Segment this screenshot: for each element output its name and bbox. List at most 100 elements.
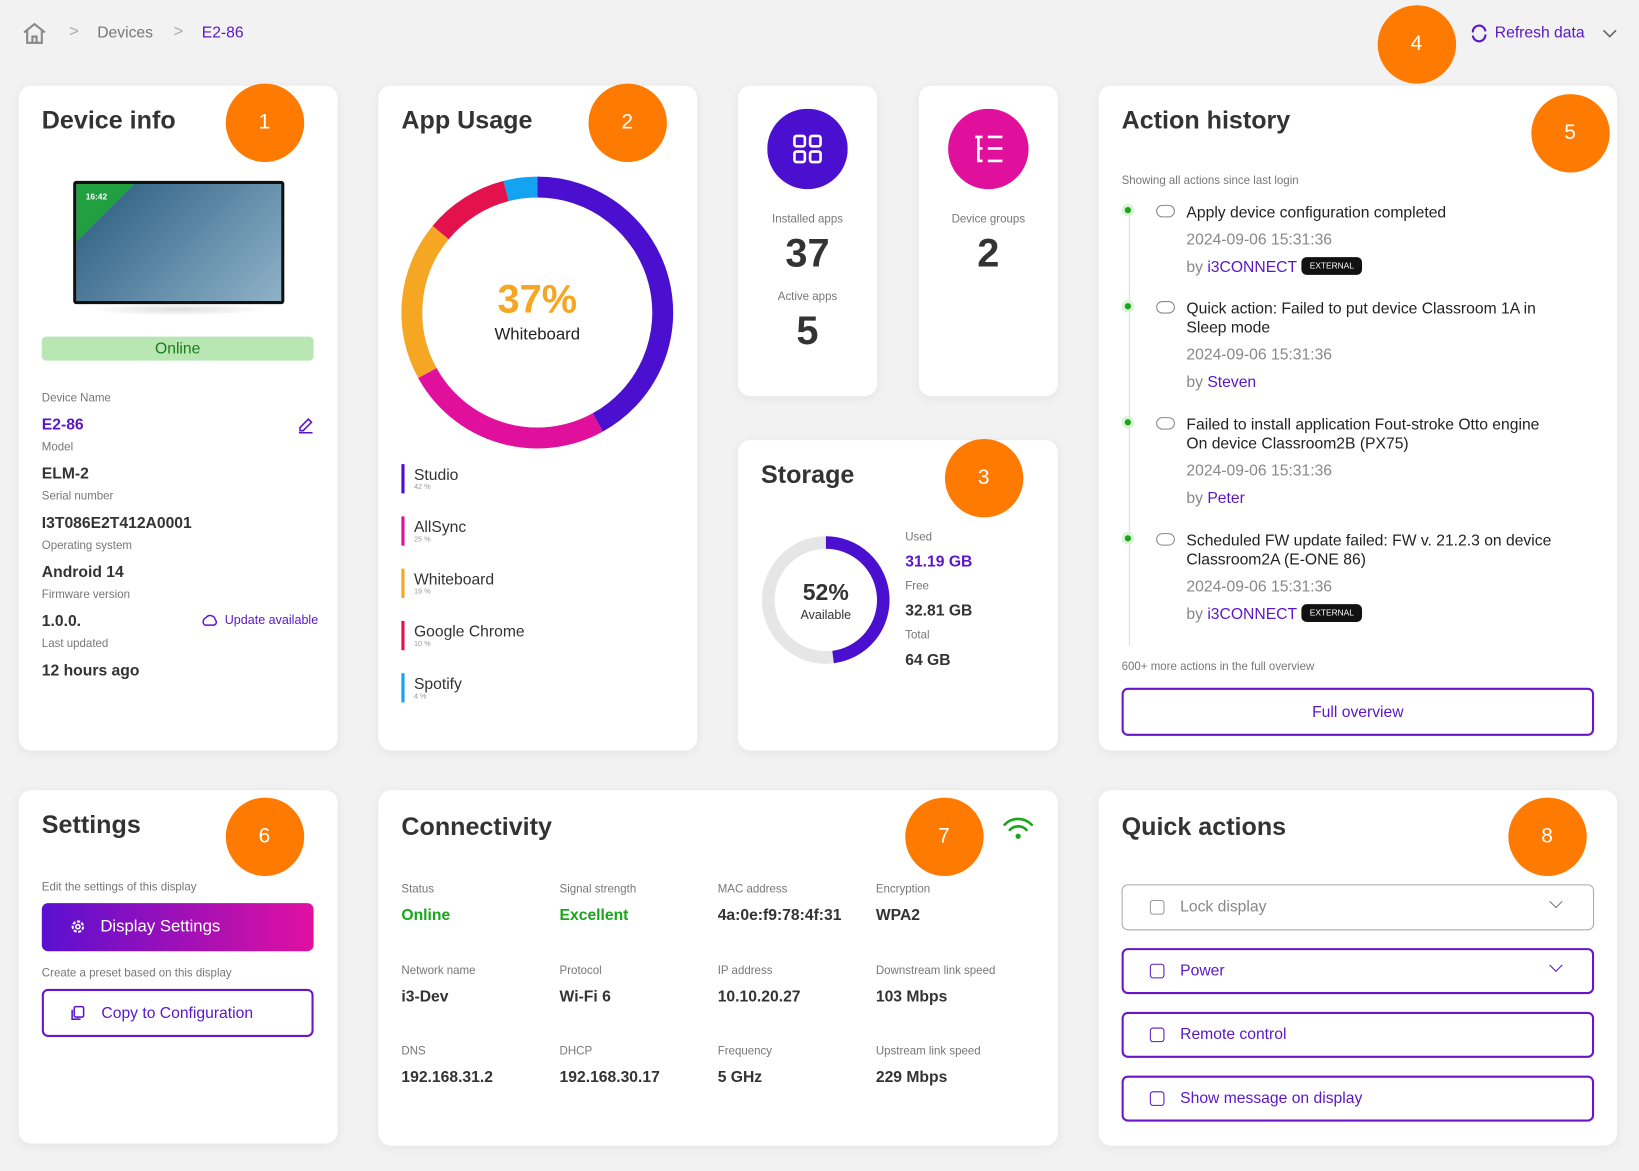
quick-action-label[interactable]: Remote control — [1180, 1025, 1287, 1044]
refresh-button[interactable]: Refresh data — [1494, 24, 1585, 42]
timeline — [1128, 209, 1130, 646]
card-title: Device info — [41, 106, 176, 135]
action-user[interactable]: i3CONNECT — [1207, 258, 1298, 276]
field-value: 12 hours ago — [41, 661, 140, 680]
dropdown-icon[interactable] — [1601, 27, 1618, 40]
status-dot — [1124, 419, 1132, 426]
storage-value: 64 GB — [905, 651, 951, 669]
legend-name: Spotify — [413, 675, 462, 694]
donut-segment — [418, 367, 603, 449]
action-user[interactable]: Peter — [1207, 489, 1245, 507]
storage-percent: 52% — [802, 579, 849, 606]
legend-value: 25 % — [413, 536, 431, 544]
action-user[interactable]: Steven — [1207, 373, 1257, 391]
counter-value: 5 — [796, 309, 819, 354]
card-title: Quick actions — [1121, 813, 1287, 842]
conn-value: i3-Dev — [401, 987, 449, 1006]
quick-action-label[interactable]: Power — [1180, 961, 1225, 980]
conn-value: 103 Mbps — [875, 987, 948, 1006]
device-thumbnail — [73, 180, 285, 305]
quick-action-button[interactable] — [1121, 884, 1595, 931]
chevron: > — [68, 22, 79, 41]
quick-action-label[interactable]: Lock display — [1180, 897, 1267, 916]
legend-swatch — [401, 516, 405, 546]
annotation-marker: 5 — [1530, 93, 1610, 172]
donut-segment — [503, 176, 538, 202]
quick-action-button[interactable] — [1121, 1075, 1595, 1122]
conn-label: Protocol — [559, 964, 602, 977]
action-icon — [1156, 533, 1175, 546]
legend-swatch — [401, 464, 405, 494]
annotation-marker: 8 — [1507, 797, 1587, 876]
quick-action-icon — [1149, 900, 1165, 915]
quick-action-icon — [1149, 1091, 1165, 1106]
screen-shadow — [87, 303, 268, 316]
conn-value: 192.168.30.17 — [559, 1068, 660, 1087]
edit-icon[interactable] — [297, 416, 315, 434]
update-link[interactable]: Update available — [224, 612, 319, 628]
conn-label: IP address — [717, 964, 773, 977]
hint: Create a preset based on this display — [41, 966, 232, 980]
storage-value: 31.19 GB — [905, 552, 973, 571]
status-dot — [1124, 206, 1132, 214]
field-label: Model — [41, 441, 74, 454]
annotation-marker: 7 — [904, 797, 984, 876]
quick-action-label[interactable]: Show message on display — [1180, 1089, 1363, 1107]
app-usage-donut — [401, 176, 674, 449]
legend-swatch — [401, 568, 405, 598]
conn-label: Frequency — [717, 1045, 773, 1058]
status-dot — [1124, 535, 1132, 542]
field-label: Serial number — [41, 490, 114, 503]
button-label[interactable]: Display Settings — [100, 917, 221, 936]
quick-action-icon — [1149, 1027, 1165, 1043]
field-value: E2-86 — [41, 416, 84, 434]
counter-value: 37 — [785, 232, 830, 276]
display-settings-button[interactable] — [41, 903, 314, 952]
donut-center-label: Whiteboard — [494, 326, 581, 344]
chevron: > — [173, 22, 184, 41]
field-label: Device Name — [41, 391, 111, 405]
annotation-marker: 4 — [1377, 4, 1456, 84]
conn-label: Signal strength — [559, 883, 637, 896]
card-title: Action history — [1121, 106, 1291, 135]
storage-ring — [762, 536, 890, 664]
legend-name: Whiteboard — [413, 570, 495, 589]
legend-swatch — [401, 620, 405, 651]
copy-configuration-button[interactable]: Copy to Configuration — [41, 988, 314, 1037]
breadcrumb-current: E2-86 — [201, 24, 244, 42]
card-title: Storage — [760, 460, 855, 490]
cloud-icon — [202, 614, 218, 626]
card-title: App Usage — [401, 106, 533, 135]
home-icon[interactable] — [21, 21, 48, 46]
action-text: Scheduled FW update failed: FW v. 21.2.3… — [1186, 532, 1552, 569]
field-label: Last updated — [41, 637, 109, 651]
annotation-marker: 1 — [225, 83, 304, 162]
conn-value: 5 GHz — [717, 1068, 763, 1087]
storage-free-arc — [762, 536, 834, 664]
conn-label: Upstream link speed — [875, 1045, 981, 1058]
conn-label: Network name — [401, 964, 476, 977]
storage-used-arc — [825, 536, 890, 664]
conn-label: Downstream link speed — [875, 964, 996, 977]
conn-label: DNS — [401, 1045, 426, 1058]
action-icon — [1156, 417, 1175, 430]
card-title: Settings — [41, 811, 141, 840]
action-history-card — [1098, 85, 1618, 751]
action-date: 2024-09-06 15:31:36 — [1186, 345, 1333, 364]
action-text: Quick action: Failed to put device Class… — [1186, 300, 1536, 337]
storage-label: Free — [905, 580, 929, 593]
full-overview-button[interactable]: Full overview — [1121, 687, 1595, 736]
more-text: 600+ more actions in the full overview — [1121, 660, 1315, 674]
quick-action-button[interactable] — [1121, 1011, 1595, 1058]
external-badge: EXTERNAL — [1301, 257, 1363, 275]
quick-action-button[interactable] — [1121, 948, 1595, 995]
action-user[interactable]: i3CONNECT — [1207, 605, 1298, 623]
conn-value: 229 Mbps — [875, 1068, 948, 1087]
breadcrumb-link[interactable]: Devices — [97, 24, 153, 42]
donut-segment — [401, 225, 449, 379]
copy-icon — [71, 1005, 85, 1020]
donut-center-value: 37% — [497, 278, 578, 322]
field-label: Operating system — [41, 539, 132, 552]
hint: Edit the settings of this display — [41, 881, 197, 894]
